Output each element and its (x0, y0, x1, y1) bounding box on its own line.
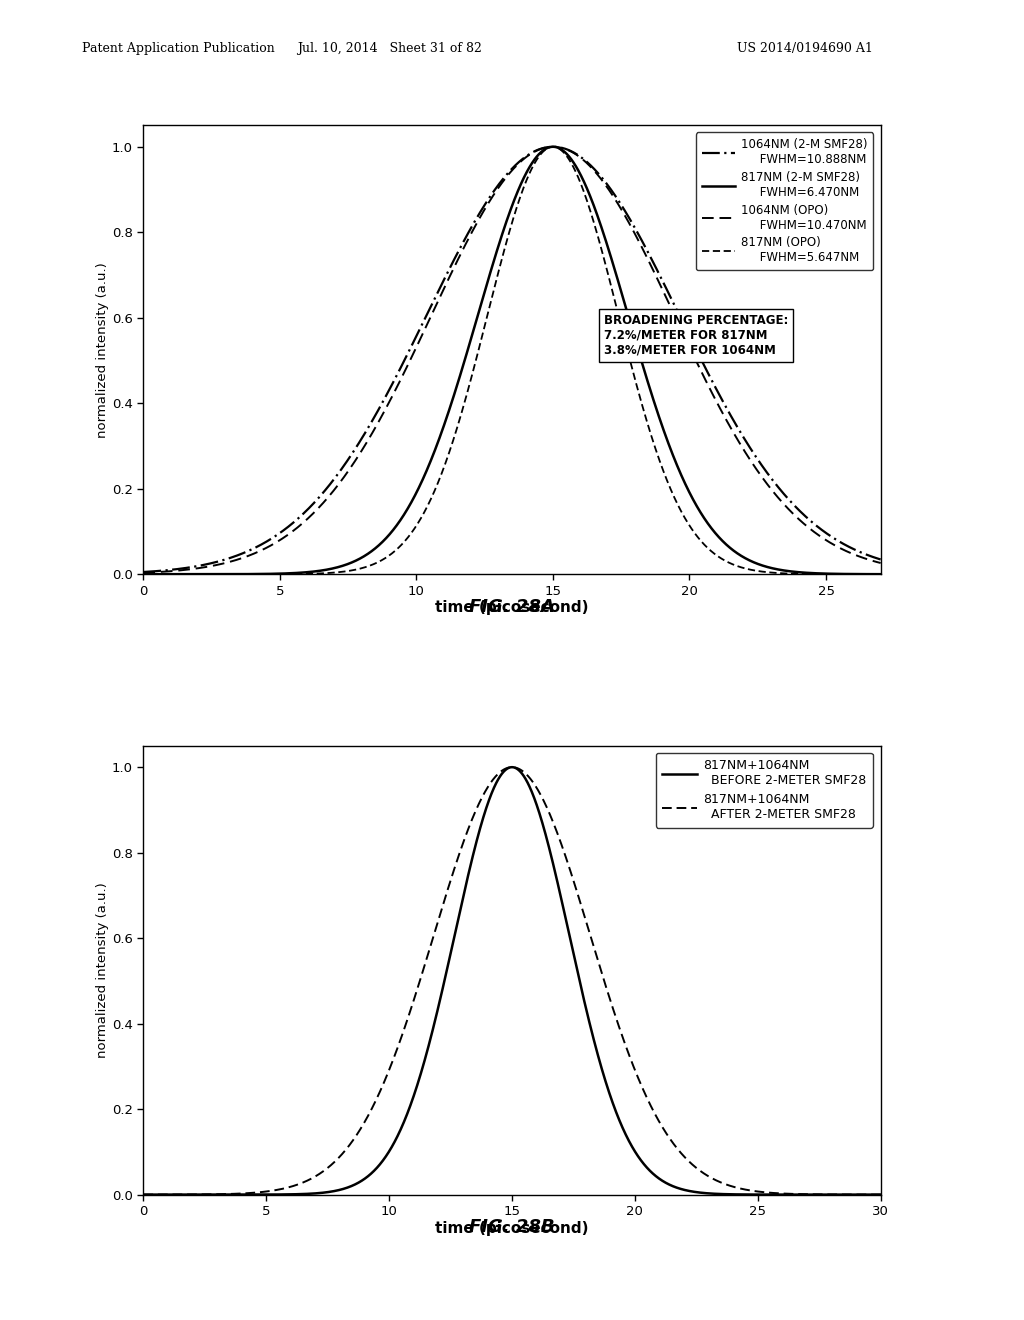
Legend: 817NM+1064NM
  BEFORE 2-METER SMF28, 817NM+1064NM
  AFTER 2-METER SMF28: 817NM+1064NM BEFORE 2-METER SMF28, 817NM… (656, 752, 872, 828)
Legend: 1064NM (2-M SMF28)
     FWHM=10.888NM, 817NM (2-M SMF28)
     FWHM=6.470NM, 1064: 1064NM (2-M SMF28) FWHM=10.888NM, 817NM … (696, 132, 873, 271)
Text: Jul. 10, 2014   Sheet 31 of 82: Jul. 10, 2014 Sheet 31 of 82 (297, 42, 481, 55)
Y-axis label: normalized intensity (a.u.): normalized intensity (a.u.) (96, 882, 110, 1059)
Text: US 2014/0194690 A1: US 2014/0194690 A1 (737, 42, 873, 55)
Text: Patent Application Publication: Patent Application Publication (82, 42, 274, 55)
Y-axis label: normalized intensity (a.u.): normalized intensity (a.u.) (96, 261, 110, 438)
Text: BROADENING PERCENTAGE:
7.2%/METER FOR 817NM
3.8%/METER FOR 1064NM: BROADENING PERCENTAGE: 7.2%/METER FOR 81… (604, 314, 788, 356)
Text: FIG. 28B: FIG. 28B (469, 1218, 555, 1237)
X-axis label: time (picosecond): time (picosecond) (435, 1221, 589, 1236)
X-axis label: time (picosecond): time (picosecond) (435, 601, 589, 615)
Text: FIG. 28A: FIG. 28A (469, 598, 555, 616)
